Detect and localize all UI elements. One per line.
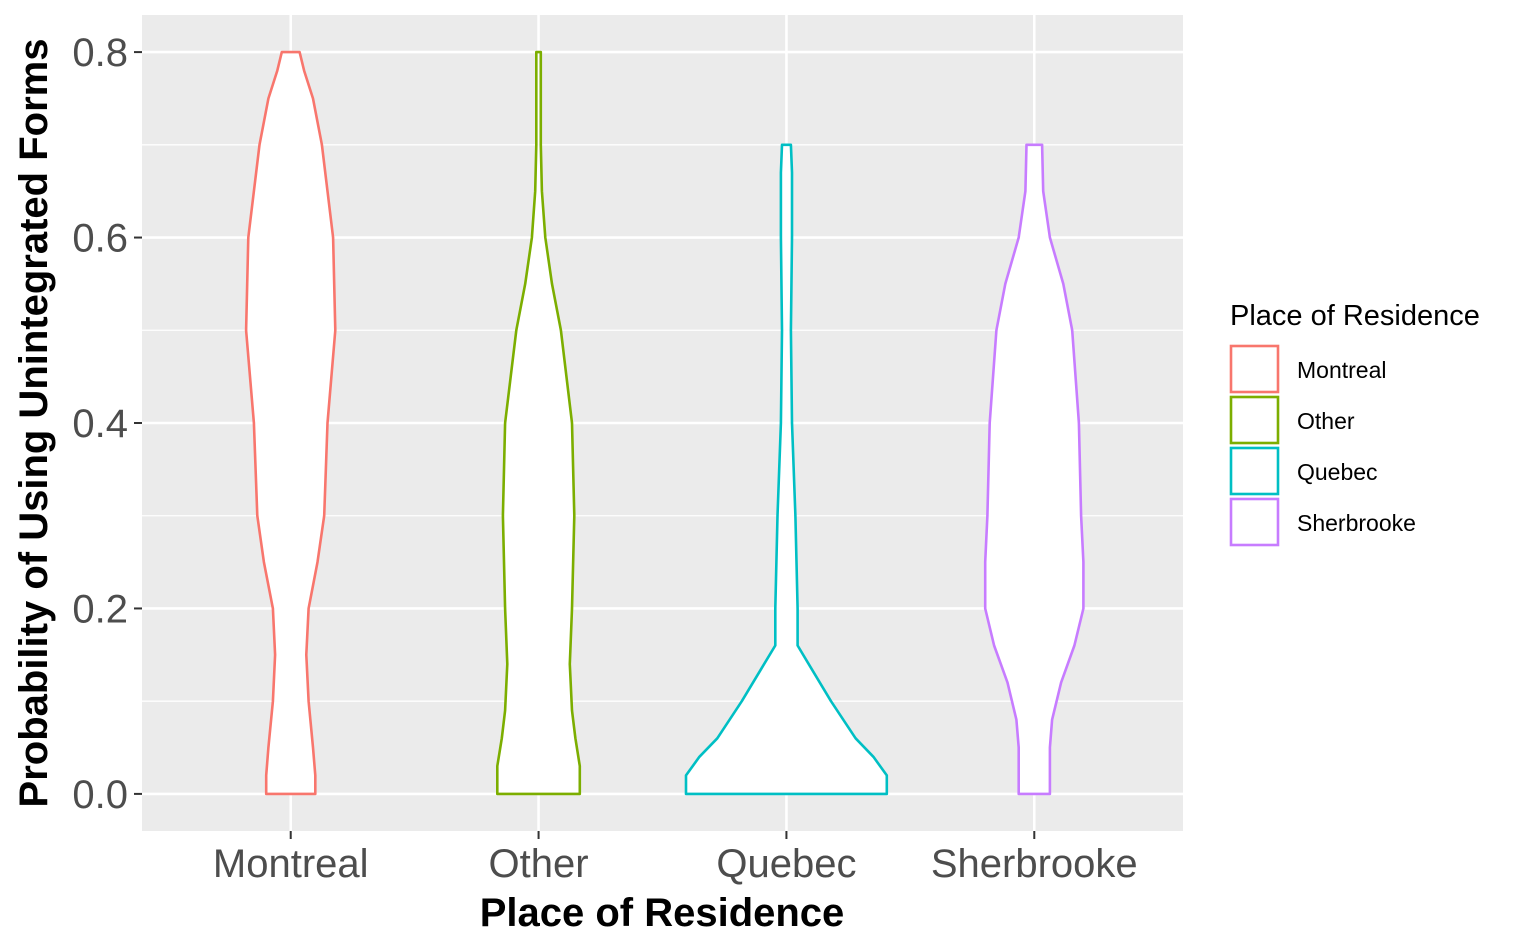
y-tick-label: 0.8 [72, 31, 128, 75]
legend: Place of Residence Montreal Other Quebec Sh… [1230, 300, 1480, 545]
legend-key-sherbrooke [1231, 499, 1278, 545]
legend-key-montreal [1231, 346, 1278, 392]
legend-label-quebec: Quebec [1297, 459, 1378, 485]
x-tick-label: Other [489, 842, 589, 886]
y-tick-label: 0.0 [72, 773, 128, 817]
x-tick-label: Sherbrooke [931, 842, 1138, 886]
legend-key-other [1231, 397, 1278, 443]
x-tick-label: Montreal [213, 842, 369, 886]
legend-label-other: Other [1297, 408, 1355, 434]
legend-key-quebec [1231, 448, 1278, 494]
y-tick-label: 0.4 [72, 402, 128, 446]
y-tick-label: 0.2 [72, 587, 128, 631]
legend-label-sherbrooke: Sherbrooke [1297, 510, 1416, 536]
x-tick-label: Quebec [716, 842, 856, 886]
y-tick-label: 0.6 [72, 217, 128, 261]
x-axis-title: Place of Residence [480, 891, 845, 935]
y-axis: 0.0 0.2 0.4 0.6 0.8 [72, 31, 142, 817]
x-axis: Montreal Other Quebec Sherbrooke [213, 831, 1138, 886]
legend-title: Place of Residence [1230, 300, 1480, 332]
legend-label-montreal: Montreal [1297, 357, 1386, 383]
y-axis-title: Probability of Using Unintegrated Forms [12, 39, 56, 808]
legend-items: Montreal Other Quebec Sherbrooke [1231, 346, 1416, 545]
